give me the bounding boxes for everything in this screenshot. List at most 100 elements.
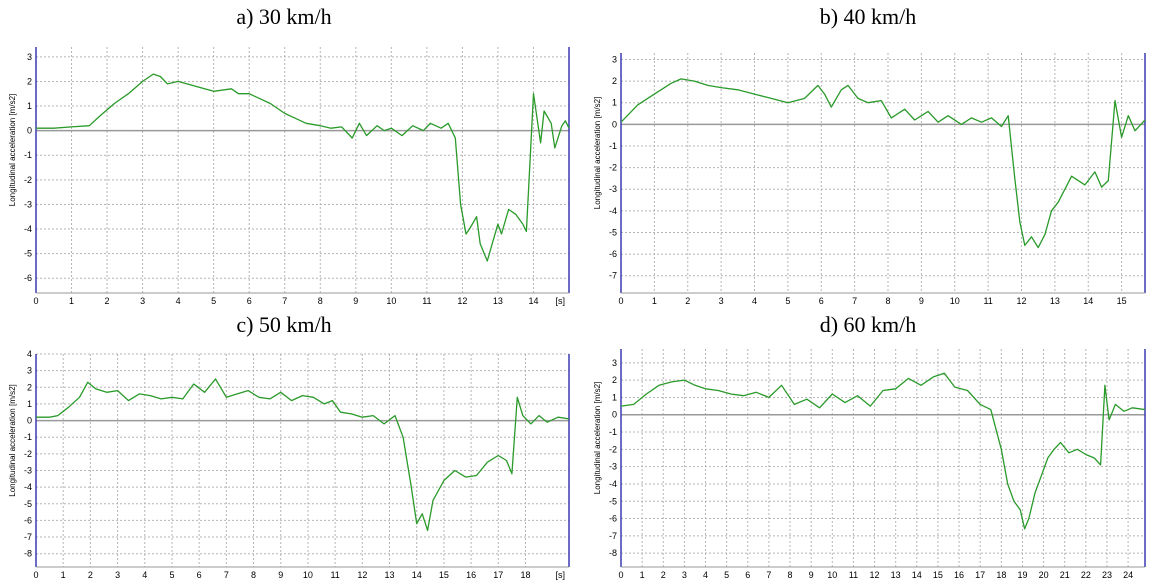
- chart-c-y-tick-label: -6: [24, 515, 32, 525]
- chart-b-y-tick-label: 2: [612, 76, 617, 86]
- chart-c-y-tick-label: 4: [27, 350, 32, 359]
- chart-c-x-tick-label: 0: [33, 570, 38, 580]
- chart-c-x-tick-label: 14: [412, 570, 422, 580]
- chart-a-x-tick-label: 11: [422, 296, 431, 306]
- chart-c-y-axis-label: Longitudinal acceleration [m/s2]: [8, 384, 17, 497]
- chart-d-series-line: [620, 372, 1146, 530]
- chart-d: 0 1 2 3 4 5 6 7 8 9 10 11 12 13 14 15 16 17 18 19 20 21 22 23 24…: [593, 349, 1146, 580]
- chart-d-x-tick-label: 6: [745, 570, 750, 580]
- chart-b-y-tick-label: -3: [609, 184, 617, 194]
- chart-b-x-tick-label: 3: [719, 296, 724, 306]
- chart-c-y-tick-label: -5: [24, 499, 32, 509]
- chart-a-series-line: [36, 73, 570, 262]
- chart-d-x-tick-label: 7: [766, 570, 771, 580]
- chart-b-y-tick-label: -7: [609, 271, 617, 281]
- chart-c-y-tick-label: 3: [27, 366, 32, 376]
- chart-b-x-tick-label: 12: [1017, 296, 1027, 306]
- chart-a-y-tick-label: -3: [24, 199, 32, 209]
- chart-b-x-tick-label: 6: [819, 296, 824, 306]
- chart-c-y-tick-label: -2: [24, 449, 32, 459]
- chart-d-x-tick-label: 19: [1017, 570, 1027, 580]
- chart-a-x-tick-label: 0: [33, 296, 38, 306]
- chart-a-x-tick-label: 8: [318, 296, 323, 306]
- chart-a-x-tick-label: 4: [176, 296, 181, 306]
- chart-d-x-tick-label: 15: [933, 570, 943, 580]
- chart-a: 0 1 2 3 4 5 6 7 8 9 10 11 12 13 14 [s]3210-1-2-3-4-5-6L…: [8, 47, 570, 306]
- chart-c-x-tick-label: 2: [88, 570, 93, 580]
- chart-d-x-tick-label: 3: [682, 570, 687, 580]
- chart-a-y-tick-label: 3: [27, 52, 32, 62]
- chart-d-y-tick-label: -2: [609, 444, 617, 454]
- chart-a-x-tick-label: 10: [386, 296, 396, 306]
- chart-b-x-tick-label: 13: [1050, 296, 1060, 306]
- chart-b-x-tick-label: 1: [652, 296, 657, 306]
- chart-d-title: d) 60 km/h: [819, 312, 917, 337]
- chart-c-x-tick-label: 15: [439, 570, 449, 580]
- chart-b-y-axis-label: Longitudinal acceleration [m/s2]: [593, 97, 602, 210]
- chart-a-x-tick-label: 9: [353, 296, 358, 306]
- chart-d-y-tick-label: -6: [609, 514, 617, 524]
- chart-d-x-tick-label: 10: [827, 570, 837, 580]
- chart-d-x-tick-label: 22: [1081, 570, 1091, 580]
- chart-a-x-tick-label: 14: [528, 296, 538, 306]
- chart-d-x-tick-label: 0: [618, 570, 623, 580]
- chart-d-y-tick-label: -1: [609, 427, 617, 437]
- chart-a-x-tick-label: 2: [105, 296, 110, 306]
- chart-d-x-tick-label: 4: [703, 570, 708, 580]
- chart-c-y-tick-label: 1: [27, 399, 32, 409]
- chart-a-x-tick-label: 1: [69, 296, 74, 306]
- chart-c-x-unit: [s]: [555, 570, 565, 580]
- chart-c-series-line: [36, 378, 570, 532]
- chart-a-y-tick-label: -6: [24, 273, 32, 283]
- chart-b-x-tick-label: 8: [885, 296, 890, 306]
- chart-d-y-tick-label: -4: [609, 479, 617, 489]
- chart-b-y-tick-label: -4: [609, 206, 617, 216]
- chart-d-x-tick-label: 14: [912, 570, 922, 580]
- chart-d-y-tick-label: 0: [612, 410, 617, 420]
- chart-c-y-tick-label: 2: [27, 382, 32, 392]
- chart-b-x-tick-label: 11: [983, 296, 992, 306]
- chart-b-series-line: [620, 78, 1146, 249]
- chart-a-y-tick-label: -5: [24, 249, 32, 259]
- chart-c-x-tick-label: 5: [169, 570, 174, 580]
- chart-a-x-tick-label: 5: [211, 296, 216, 306]
- chart-b-y-tick-label: -2: [609, 163, 617, 173]
- chart-b-x-tick-label: 15: [1117, 296, 1127, 306]
- chart-d-y-tick-label: -3: [609, 462, 617, 472]
- chart-b-y-tick-label: -6: [609, 249, 617, 259]
- chart-d-x-tick-label: 18: [996, 570, 1006, 580]
- chart-c-x-tick-label: 6: [197, 570, 202, 580]
- chart-c-y-tick-label: 0: [27, 416, 32, 426]
- chart-d-x-tick-label: 5: [724, 570, 729, 580]
- chart-d-y-tick-label: -5: [609, 496, 617, 506]
- chart-c-x-tick-label: 12: [357, 570, 367, 580]
- chart-c-y-tick-label: -7: [24, 532, 32, 542]
- chart-c: 0 1 2 3 4 5 6 7 8 9 10 11 12 13 14 15 16 17 18 [s]43210-1-2…: [8, 350, 570, 580]
- chart-b-x-tick-label: 4: [752, 296, 757, 306]
- chart-d-y-tick-label: 2: [612, 375, 617, 385]
- chart-a-y-tick-label: 1: [27, 101, 32, 111]
- chart-d-x-tick-label: 11: [849, 570, 858, 580]
- chart-d-x-tick-label: 12: [870, 570, 880, 580]
- chart-c-x-tick-label: 13: [385, 570, 395, 580]
- chart-d-x-tick-label: 1: [640, 570, 645, 580]
- chart-b-x-tick-label: 9: [919, 296, 924, 306]
- chart-b-y-tick-label: 1: [612, 98, 617, 108]
- chart-d-x-tick-label: 17: [975, 570, 985, 580]
- chart-a-title: a) 30 km/h: [236, 4, 332, 29]
- chart-d-y-tick-label: -8: [609, 548, 617, 558]
- chart-a-x-tick-label: 6: [247, 296, 252, 306]
- chart-b-x-tick-label: 14: [1083, 296, 1093, 306]
- chart-d-x-tick-label: 9: [809, 570, 814, 580]
- chart-b-x-tick-label: 5: [785, 296, 790, 306]
- chart-d-y-axis-label: Longitudinal acceleration [m/s2]: [593, 382, 602, 495]
- chart-b-y-tick-label: -1: [609, 141, 617, 151]
- chart-a-y-tick-label: 0: [27, 126, 32, 136]
- chart-b-y-tick-label: 0: [612, 119, 617, 129]
- chart-a-y-axis-label: Longitudinal acceleration [m/s2]: [8, 94, 17, 207]
- chart-d-y-tick-label: 3: [612, 358, 617, 368]
- chart-b-title: b) 40 km/h: [819, 4, 917, 29]
- chart-c-y-tick-label: -8: [24, 549, 32, 559]
- chart-d-x-tick-label: 21: [1060, 570, 1070, 580]
- chart-d-x-tick-label: 8: [788, 570, 793, 580]
